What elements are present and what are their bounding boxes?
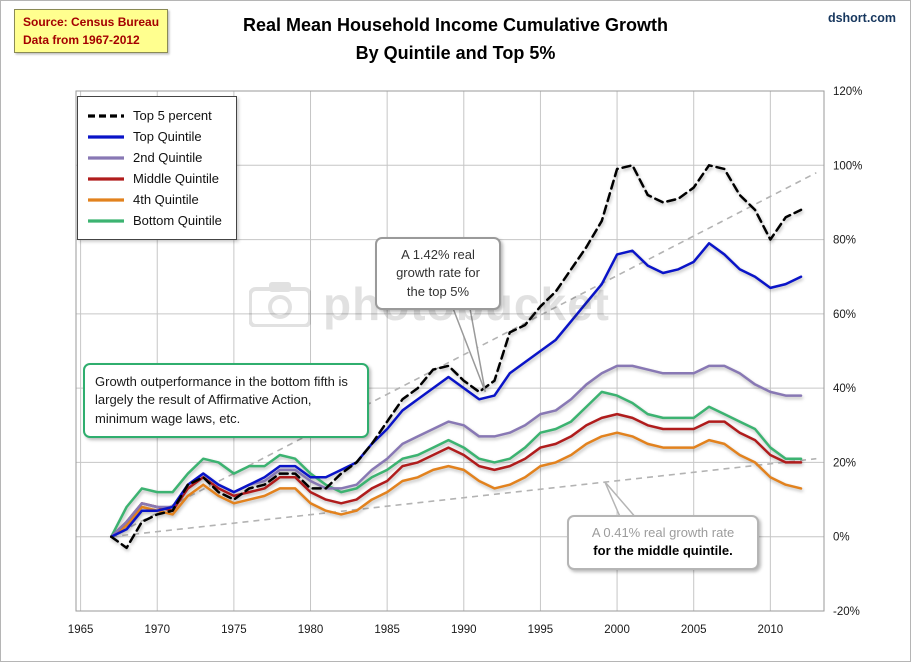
trend-line-0-41-real-growth-trend-middle-quintile- — [111, 457, 817, 538]
legend-swatch-4th-quintile — [88, 197, 124, 202]
series-lines — [110, 164, 803, 550]
legend-item-bottom-quintile: Bottom Quintile — [88, 210, 222, 231]
callout-middle-line2: for the middle quintile. — [593, 543, 733, 559]
series-line-top-5-percent — [110, 164, 803, 550]
y-tick-label: 60% — [833, 309, 856, 321]
x-tick-label: 2010 — [758, 624, 784, 636]
title-line1: Real Mean Household Income Cumulative Gr… — [242, 15, 669, 35]
legend-label: 4th Quintile — [133, 192, 199, 207]
source-box: Source: Census Bureau Data from 1967-201… — [14, 9, 169, 53]
callout-middle-quintile: A 0.41% real growth rate for the middle … — [567, 515, 759, 570]
legend-swatch-top-5-percent — [88, 113, 124, 118]
x-tick-label: 1990 — [451, 624, 477, 636]
series-line-middle-quintile — [110, 412, 803, 538]
y-tick-label: 0% — [833, 532, 850, 544]
y-tick-label: 100% — [833, 160, 862, 172]
legend-swatch-top-quintile — [88, 134, 124, 139]
legend: Top 5 percent Top Quintile 2nd Quintile Mid… — [77, 96, 237, 240]
y-tick-label: 40% — [833, 383, 856, 395]
y-tick-label: 120% — [833, 86, 862, 98]
legend-item-middle-quintile: Middle Quintile — [88, 168, 222, 189]
x-tick-label: 1995 — [528, 624, 554, 636]
axis-labels: -20% 0% 20% 40% 60% 80% 100% 120% 1965 1970 1975 19… — [68, 86, 863, 636]
source-line1: Source: Census Bureau — [23, 15, 160, 29]
y-tick-label: 20% — [833, 457, 856, 469]
y-tick-label: -20% — [833, 606, 860, 618]
x-tick-label: 1970 — [144, 624, 170, 636]
legend-label: Top 5 percent — [133, 108, 212, 123]
y-tick-label: 80% — [833, 235, 856, 247]
site-link[interactable]: dshort.com — [827, 11, 896, 25]
x-tick-label: 1985 — [374, 624, 400, 636]
legend-label: Middle Quintile — [133, 171, 219, 186]
callout-bottom-fifth: Growth outperformance in the bottom fift… — [83, 363, 369, 439]
legend-label: 2nd Quintile — [133, 150, 203, 165]
legend-label: Bottom Quintile — [133, 213, 222, 228]
legend-item-top-5-percent: Top 5 percent — [88, 105, 222, 126]
series-line-4th-quintile — [110, 431, 803, 538]
title-line2: By Quintile and Top 5% — [355, 42, 556, 63]
legend-swatch-bottom-quintile — [88, 218, 124, 223]
legend-swatch-middle-quintile — [88, 176, 124, 181]
callout-middle-tail — [604, 481, 639, 520]
x-tick-label: 2005 — [681, 624, 707, 636]
source-line2: Data from 1967-2012 — [23, 33, 140, 47]
x-tick-label: 1980 — [298, 624, 324, 636]
legend-swatch-2nd-quintile — [88, 155, 124, 160]
legend-item-top-quintile: Top Quintile — [88, 126, 222, 147]
callout-top5-tail — [449, 302, 486, 393]
page-title: Real Mean Household Income Cumulative Gr… — [121, 12, 790, 68]
legend-item-2nd-quintile: 2nd Quintile — [88, 147, 222, 168]
callout-top5-growth: A 1.42% real growth rate for the top 5% — [375, 237, 501, 311]
trend-line-1-42-real-growth-trend-top-5- — [110, 172, 817, 538]
x-tick-label: 1965 — [68, 624, 94, 636]
series-line-top-quintile — [110, 242, 803, 538]
series-line-bottom-quintile — [110, 390, 803, 538]
plot-border — [75, 90, 825, 612]
x-tick-label: 2000 — [604, 624, 630, 636]
callout-middle-line1: A 0.41% real growth rate — [591, 525, 735, 540]
legend-item-4th-quintile: 4th Quintile — [88, 189, 222, 210]
x-tick-label: 1975 — [221, 624, 247, 636]
legend-label: Top Quintile — [133, 129, 202, 144]
